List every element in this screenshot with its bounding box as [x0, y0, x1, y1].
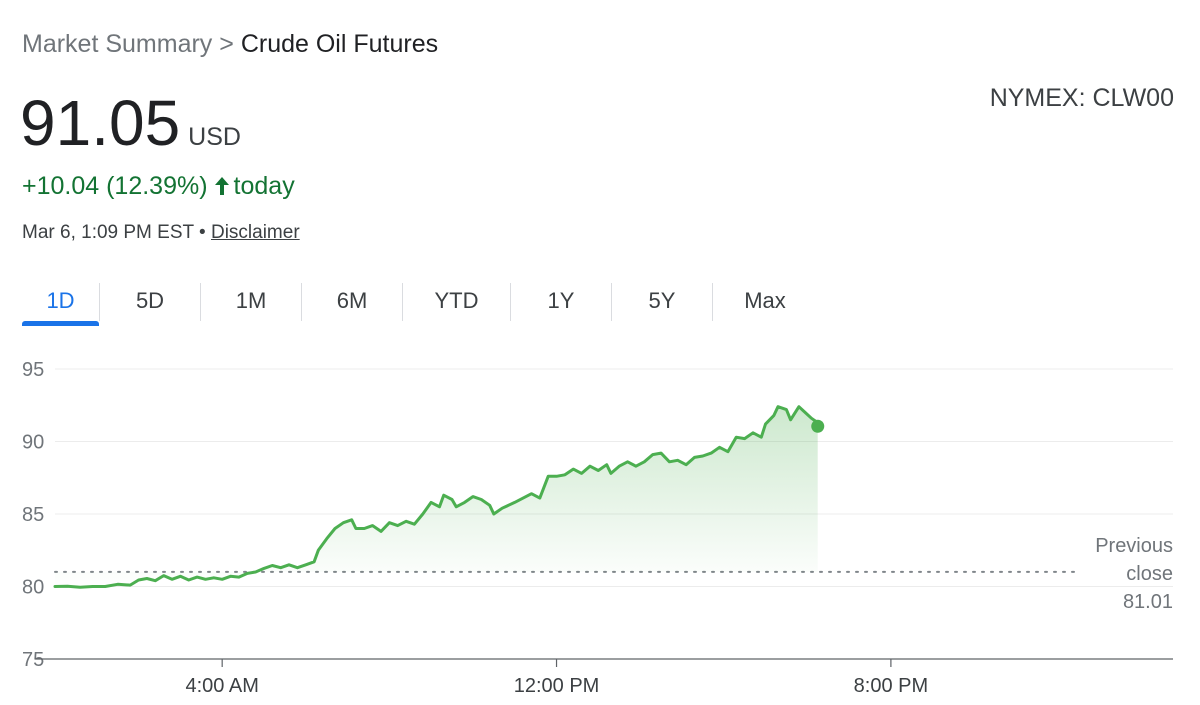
breadcrumb: Market Summary > Crude Oil Futures [22, 30, 438, 59]
tab-5d[interactable]: 5D [135, 288, 165, 313]
tab-1d[interactable]: 1D [46, 288, 75, 313]
range-tabs: 1D 5D 1M 6M YTD 1Y 5Y Max [0, 278, 800, 328]
tab-1y[interactable]: 1Y [547, 288, 575, 313]
tab-6m[interactable]: 6M [336, 288, 368, 313]
previous-close-label-line: 81.01 [1123, 591, 1173, 613]
tab-divider [712, 283, 713, 321]
price-change: +10.04 (12.39%) today [22, 172, 295, 203]
tab-divider [200, 283, 201, 321]
tab-ytd[interactable]: YTD [434, 288, 479, 313]
previous-close-label-line: Previous [1095, 535, 1173, 557]
y-tick-label: 85 [22, 504, 44, 526]
previous-close-label: Previous close 81.01 [1095, 535, 1173, 613]
tab-divider [402, 283, 403, 321]
disclaimer-link[interactable]: Disclaimer [210, 222, 300, 243]
breadcrumb-separator: > [212, 30, 241, 58]
tab-1m[interactable]: 1M [235, 288, 267, 313]
last-price-dot [811, 419, 825, 433]
x-tick-label: 8:00 PM [854, 675, 928, 697]
y-tick-label: 80 [22, 577, 44, 599]
active-tab-indicator [22, 321, 99, 326]
tab-divider [301, 283, 302, 321]
tab-max[interactable]: Max [744, 288, 786, 313]
price-change-value: +10.04 (12.39%) [22, 172, 208, 200]
x-tick-label: 12:00 PM [514, 675, 600, 697]
breadcrumb-current: Crude Oil Futures [240, 30, 439, 58]
quote-timestamp: Mar 6, 1:09 PM EST • Disclaimer [22, 222, 300, 244]
tab-divider [611, 283, 612, 321]
price-line [53, 405, 820, 589]
price-value: 91.05 [20, 87, 181, 159]
breadcrumb-parent-link[interactable]: Market Summary [22, 30, 213, 58]
tab-divider [99, 283, 100, 321]
timestamp-text: Mar 6, 1:09 PM EST • [22, 222, 211, 243]
tab-5y[interactable]: 5Y [648, 288, 676, 313]
tab-divider [510, 283, 511, 321]
y-tick-label: 95 [22, 359, 44, 381]
previous-close-label-line: close [1126, 563, 1173, 585]
price-chart[interactable]: 95 90 85 80 75 4:00 AM 12:00 PM 8:00 PM Previous… [0, 340, 1200, 705]
price-change-suffix: today [233, 172, 295, 200]
price-currency: USD [188, 123, 241, 151]
y-tick-label: 75 [22, 649, 44, 671]
arrow-up-icon [214, 174, 230, 203]
exchange-ticker: NYMEX: CLW00 [989, 84, 1174, 112]
y-tick-label: 90 [22, 432, 44, 454]
area-fill [55, 406, 818, 588]
price-row: 91.05 USD [20, 86, 241, 160]
x-tick-label: 4:00 AM [185, 675, 258, 697]
